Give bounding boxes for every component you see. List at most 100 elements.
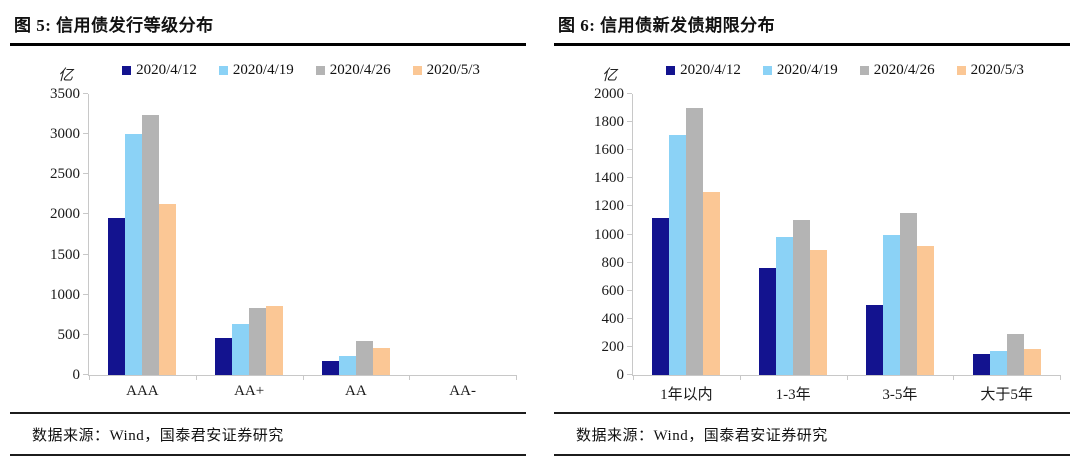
bar[interactable] (372, 347, 390, 375)
y-axis-tick-label: 1000 (50, 286, 80, 303)
y-axis-tick-label: 200 (601, 338, 625, 355)
y-axis-tick-mark (83, 293, 88, 295)
y-axis-tick-mark (627, 261, 632, 263)
bar[interactable] (989, 351, 1007, 375)
bars (633, 94, 1060, 375)
x-axis-category-label: 3-5年 (882, 387, 918, 403)
data-source-note: 数据来源：Wind，国泰君安证券研究 (554, 412, 1070, 456)
y-axis-tick-mark (83, 253, 88, 255)
figure-6-panel: 图 6: 信用债新发债期限分布 亿 2020/4/12 2020/4/19 2020… (554, 5, 1070, 456)
legend-item[interactable]: 2020/5/3 (956, 62, 1024, 79)
figures-row: 图 5: 信用债发行等级分布 亿 2020/4/12 2020/4/19 2020/… (10, 5, 1070, 456)
bar[interactable] (882, 234, 900, 375)
y-axis-unit-label: 亿 (602, 68, 618, 84)
data-source-note: 数据来源：Wind，国泰君安证券研究 (10, 412, 526, 456)
legend: 2020/4/12 2020/4/19 2020/4/26 2020/5/3 (626, 62, 1064, 79)
figure-5-chart: 亿 2020/4/12 2020/4/19 2020/4/26 2020/5/3 AA… (10, 46, 526, 412)
bar[interactable] (865, 304, 883, 375)
y-axis-tick-label: 0 (616, 367, 625, 383)
y-axis-tick-mark (627, 289, 632, 291)
y-axis-tick-mark (627, 149, 632, 151)
bar[interactable] (355, 341, 373, 375)
bar[interactable] (916, 245, 934, 375)
bar[interactable] (703, 192, 721, 375)
bar[interactable] (972, 353, 990, 375)
bar[interactable] (108, 218, 126, 375)
legend-item[interactable]: 2020/4/26 (859, 62, 935, 79)
y-axis-tick-label: 3000 (50, 126, 80, 143)
y-axis-tick-label: 2000 (594, 86, 624, 102)
legend-swatch-icon (218, 66, 228, 75)
legend: 2020/4/12 2020/4/19 2020/4/26 2020/5/3 (82, 62, 520, 79)
legend-item[interactable]: 2020/4/19 (762, 62, 838, 79)
bar-group (409, 94, 516, 375)
figure-6-chart: 亿 2020/4/12 2020/4/19 2020/4/26 2020/5/3 1年… (554, 46, 1070, 412)
y-axis-tick-mark (627, 233, 632, 235)
y-axis-tick-label: 500 (57, 326, 81, 343)
x-labels: 1年以内 1-3年 3-5年 大于5年 (633, 383, 1060, 404)
bar[interactable] (810, 249, 828, 375)
bar[interactable] (899, 213, 917, 375)
legend-label: 2020/4/12 (680, 62, 741, 78)
figure-5-title: 图 5: 信用债发行等级分布 (10, 5, 526, 46)
y-axis-tick-mark (83, 133, 88, 135)
x-axis-tick-mark (953, 375, 955, 380)
bar[interactable] (669, 134, 687, 375)
bar[interactable] (125, 134, 143, 375)
plot-area: AAA AA+ AA AA- 0 500 1000 1500 2000 2500 3000 3500 (50, 86, 517, 399)
x-axis-tick-mark (302, 375, 304, 380)
x-axis-tick-mark (739, 375, 741, 380)
bar[interactable] (142, 114, 160, 375)
bar[interactable] (249, 307, 267, 375)
y-axis-tick-label: 1200 (594, 198, 624, 215)
bar[interactable] (793, 220, 811, 375)
bar-group (847, 94, 954, 375)
bar[interactable] (1006, 334, 1024, 375)
bar[interactable] (159, 204, 177, 375)
x-axis-category-label: 1年以内 (660, 387, 713, 403)
y-axis-tick-label: 2500 (50, 166, 80, 183)
y-axis-tick-label: 800 (601, 254, 625, 271)
bar[interactable] (338, 355, 356, 375)
y-axis-tick-mark (83, 374, 88, 375)
bar-group (633, 94, 740, 375)
x-axis-category-label: AAA (126, 383, 159, 399)
legend-swatch-icon (315, 66, 325, 75)
legend-label: 2020/4/19 (776, 62, 838, 78)
x-axis-category-label: AA (345, 383, 367, 399)
y-axis-tick-label: 1400 (594, 170, 624, 187)
y-axis-tick-mark (83, 173, 88, 175)
legend-label: 2020/4/26 (873, 62, 935, 78)
legend-item[interactable]: 2020/4/12 (666, 62, 741, 79)
bar[interactable] (266, 305, 284, 375)
y-axis-tick-label: 600 (601, 282, 625, 299)
legend-item[interactable]: 2020/4/12 (122, 62, 197, 79)
x-labels: AAA AA+ AA AA- (89, 383, 516, 400)
legend-label: 2020/4/12 (136, 62, 197, 78)
legend-swatch-icon (666, 66, 676, 75)
y-axis-tick-mark (627, 374, 632, 375)
y-axis-tick-mark (83, 213, 88, 215)
bar[interactable] (232, 323, 250, 375)
bar[interactable] (215, 338, 233, 375)
y-axis-tick-mark (83, 333, 88, 335)
y-axis-tick-mark (83, 93, 88, 94)
y-axis-tick-label: 2000 (50, 206, 80, 223)
legend-item[interactable]: 2020/4/26 (315, 62, 391, 79)
bars (89, 94, 516, 375)
bar[interactable] (321, 360, 339, 375)
y-axis-tick-label: 1800 (594, 114, 624, 131)
x-axis-tick-mark (1060, 375, 1061, 380)
legend-swatch-icon (859, 66, 869, 75)
legend-swatch-icon (762, 66, 772, 75)
figure-6-title: 图 6: 信用债新发债期限分布 (554, 5, 1070, 46)
x-axis-tick-mark (409, 375, 411, 380)
bar[interactable] (776, 237, 794, 375)
bar[interactable] (759, 268, 777, 375)
bar[interactable] (686, 108, 704, 375)
bar-group (196, 94, 303, 375)
legend-item[interactable]: 2020/5/3 (412, 62, 480, 79)
bar[interactable] (652, 217, 670, 375)
bar[interactable] (1023, 349, 1041, 375)
legend-item[interactable]: 2020/4/19 (218, 62, 294, 79)
